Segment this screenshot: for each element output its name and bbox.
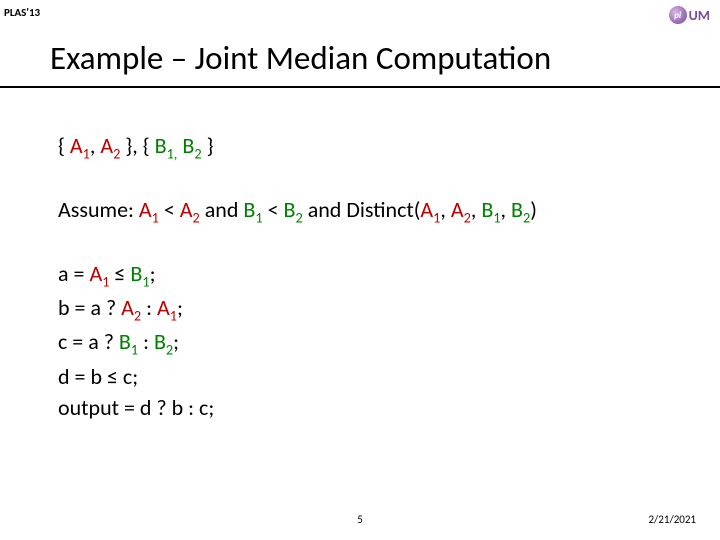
c3: ,: [501, 196, 511, 223]
set-notation-line: { A1, A2 }, { B1, B2 }: [58, 130, 658, 164]
lt2: <: [263, 196, 284, 223]
logo-badge-icon: pl: [669, 6, 687, 24]
and2: and Distinct(: [303, 196, 421, 223]
distinct-a1: A1: [420, 196, 440, 223]
term-b2: B2: [182, 132, 201, 159]
c2: ,: [471, 196, 481, 223]
assume-line: Assume: A1 < A2 and B1 < B2 and Distinct…: [58, 194, 658, 228]
brace-mid: }, {: [120, 132, 154, 159]
code-line-5: output = d ? b : c;: [58, 392, 658, 424]
slide-number: 5: [357, 513, 363, 526]
paren-close: ): [530, 196, 537, 223]
slide-date: 2/21/2021: [648, 513, 696, 526]
assume-a1: A1: [139, 196, 159, 223]
title-divider: [0, 86, 720, 88]
brace-close: }: [202, 132, 214, 159]
assume-prefix: Assume:: [58, 196, 139, 223]
code-block: a = A1 ≤ B1; b = a ? A2 : A1; c = a ? B1…: [58, 258, 658, 424]
term-a1: A1: [70, 132, 90, 159]
distinct-a2: A2: [451, 196, 471, 223]
slide-body: { A1, A2 }, { B1, B2 } Assume: A1 < A2 a…: [58, 130, 658, 454]
brace-open: {: [58, 132, 70, 159]
university-logo: pl UM: [669, 6, 710, 24]
term-b1: B1,: [155, 132, 178, 159]
assume-b1: B1: [243, 196, 262, 223]
distinct-b2: B2: [511, 196, 530, 223]
code-line-2: b = a ? A2 : A1;: [58, 292, 658, 326]
and1: and: [200, 196, 244, 223]
assume-b2: B2: [284, 196, 303, 223]
lt1: <: [159, 196, 180, 223]
slide-title: Example – Joint Median Computation: [50, 38, 551, 78]
distinct-b1: B1: [481, 196, 500, 223]
code-line-1: a = A1 ≤ B1;: [58, 258, 658, 292]
conference-label: PLAS'13: [4, 6, 40, 19]
sep: ,: [90, 132, 100, 159]
c1: ,: [440, 196, 450, 223]
term-a2: A2: [100, 132, 120, 159]
assume-a2: A2: [180, 196, 200, 223]
code-line-4: d = b ≤ c;: [58, 361, 658, 393]
code-line-3: c = a ? B1 : B2;: [58, 326, 658, 360]
logo-text: UM: [689, 7, 710, 24]
